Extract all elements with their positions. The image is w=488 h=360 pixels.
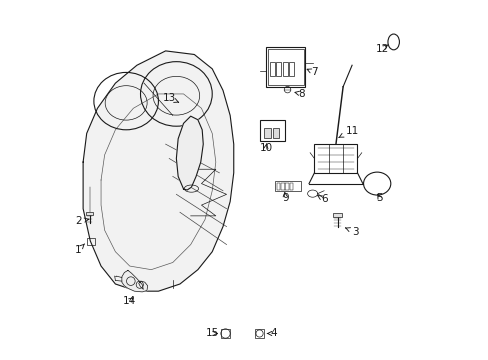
Bar (267, 49, 303, 85)
Bar (274, 181, 300, 192)
Bar (259, 120, 285, 140)
Polygon shape (83, 51, 233, 291)
Bar (254, 329, 264, 338)
Bar (86, 212, 93, 215)
Text: 14: 14 (122, 296, 135, 306)
Bar (264, 128, 270, 138)
Text: 13: 13 (162, 93, 178, 103)
Text: 7: 7 (306, 67, 317, 77)
Bar (289, 183, 293, 190)
Text: 1: 1 (75, 244, 84, 255)
Text: 4: 4 (267, 328, 277, 338)
Bar (221, 329, 230, 338)
Bar (86, 238, 94, 244)
Bar (314, 144, 357, 173)
Text: 6: 6 (317, 194, 327, 204)
Text: 12: 12 (375, 44, 388, 54)
Bar (285, 183, 288, 190)
Text: 2: 2 (75, 216, 89, 226)
Text: 5: 5 (376, 193, 382, 203)
Bar (276, 183, 280, 190)
Bar (288, 62, 293, 76)
Bar (281, 183, 284, 190)
Bar (265, 47, 305, 87)
Text: 8: 8 (294, 89, 305, 99)
Bar (333, 213, 341, 217)
Text: 9: 9 (282, 193, 288, 203)
Text: 10: 10 (259, 143, 272, 153)
Bar (276, 62, 281, 76)
Text: 15: 15 (205, 328, 219, 338)
Text: 3: 3 (345, 227, 358, 237)
Polygon shape (176, 116, 203, 190)
Text: 11: 11 (338, 126, 358, 138)
Bar (269, 62, 274, 76)
Bar (272, 128, 279, 138)
Bar (282, 62, 287, 76)
Polygon shape (122, 270, 147, 292)
